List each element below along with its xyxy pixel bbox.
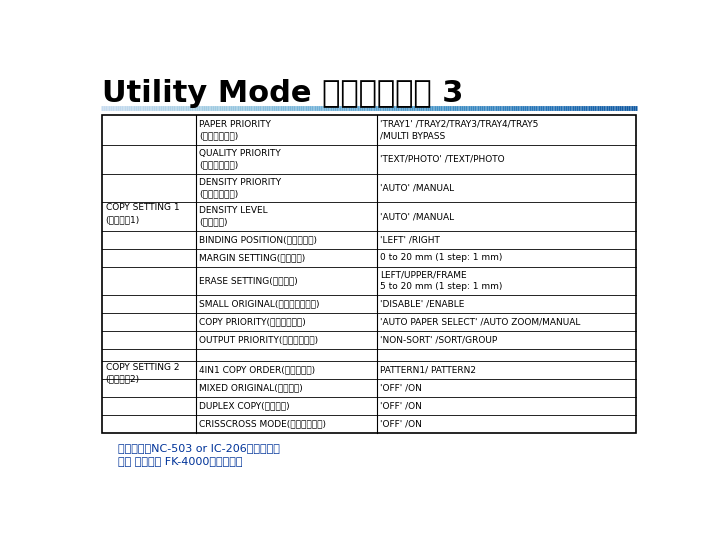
- Text: 'OFF' /ON: 'OFF' /ON: [380, 401, 422, 410]
- Bar: [102, 114, 636, 433]
- Text: ＊＊ 當有安裝 FK-4000時才會顯示: ＊＊ 當有安裝 FK-4000時才會顯示: [118, 456, 243, 465]
- Text: OUTPUT PRIORITY(輸出優先順序): OUTPUT PRIORITY(輸出優先順序): [199, 335, 318, 345]
- Text: 4IN1 COPY ORDER(四合一複印): 4IN1 COPY ORDER(四合一複印): [199, 366, 315, 375]
- Text: PAPER PRIORITY
(紙張優先順序): PAPER PRIORITY (紙張優先順序): [199, 120, 271, 140]
- Text: COPY SETTING 1
(複印設共1): COPY SETTING 1 (複印設共1): [106, 204, 179, 224]
- Text: SMALL ORIGINAL(小尺寸原稿設定): SMALL ORIGINAL(小尺寸原稿設定): [199, 300, 320, 309]
- Text: BINDING POSITION(裝訂邊設定): BINDING POSITION(裝訂邊設定): [199, 235, 317, 244]
- Text: 'AUTO' /MANUAL: 'AUTO' /MANUAL: [380, 184, 454, 192]
- Text: CRISSCROSS MODE(交叉分頁模式): CRISSCROSS MODE(交叉分頁模式): [199, 420, 326, 428]
- Text: MIXED ORIGINAL(混合原稿): MIXED ORIGINAL(混合原稿): [199, 383, 302, 393]
- Text: 'NON-SORT' /SORT/GROUP: 'NON-SORT' /SORT/GROUP: [380, 335, 498, 345]
- Text: 'DISABLE' /ENABLE: 'DISABLE' /ENABLE: [380, 300, 464, 309]
- Text: Utility Mode 實用功能模式 3: Utility Mode 實用功能模式 3: [102, 79, 464, 109]
- Text: 'TRAY1' /TRAY2/TRAY3/TRAY4/TRAY5
/MULTI BYPASS: 'TRAY1' /TRAY2/TRAY3/TRAY4/TRAY5 /MULTI …: [380, 120, 539, 140]
- Text: 'AUTO' /MANUAL: 'AUTO' /MANUAL: [380, 212, 454, 221]
- Text: MARGIN SETTING(邊界設定): MARGIN SETTING(邊界設定): [199, 253, 305, 262]
- Text: DUPLEX COPY(雙面複印): DUPLEX COPY(雙面複印): [199, 401, 289, 410]
- Text: QUALITY PRIORITY
(品質優先順序): QUALITY PRIORITY (品質優先順序): [199, 149, 281, 170]
- Text: 'LEFT' /RIGHT: 'LEFT' /RIGHT: [380, 235, 440, 244]
- Text: 'TEXT/PHOTO' /TEXT/PHOTO: 'TEXT/PHOTO' /TEXT/PHOTO: [380, 155, 505, 164]
- Text: ERASE SETTING(去除設定): ERASE SETTING(去除設定): [199, 276, 298, 285]
- Text: 'AUTO PAPER SELECT' /AUTO ZOOM/MANUAL: 'AUTO PAPER SELECT' /AUTO ZOOM/MANUAL: [380, 318, 581, 327]
- Text: 0 to 20 mm (1 step: 1 mm): 0 to 20 mm (1 step: 1 mm): [380, 253, 503, 262]
- Text: ＊當有安裝NC-503 or IC-206時才會顯示: ＊當有安裝NC-503 or IC-206時才會顯示: [118, 443, 280, 453]
- Text: DENSITY LEVEL
(濃度準位): DENSITY LEVEL (濃度準位): [199, 206, 268, 227]
- Text: DENSITY PRIORITY
(濃度優先順序): DENSITY PRIORITY (濃度優先順序): [199, 178, 281, 198]
- Text: 'OFF' /ON: 'OFF' /ON: [380, 420, 422, 428]
- Text: COPY PRIORITY(複印優先順序): COPY PRIORITY(複印優先順序): [199, 318, 306, 327]
- Text: COPY SETTING 2
(複印設共2): COPY SETTING 2 (複印設共2): [106, 362, 179, 383]
- Text: LEFT/UPPER/FRAME
5 to 20 mm (1 step: 1 mm): LEFT/UPPER/FRAME 5 to 20 mm (1 step: 1 m…: [380, 271, 503, 291]
- Text: 'OFF' /ON: 'OFF' /ON: [380, 383, 422, 393]
- Text: PATTERN1/ PATTERN2: PATTERN1/ PATTERN2: [380, 366, 477, 375]
